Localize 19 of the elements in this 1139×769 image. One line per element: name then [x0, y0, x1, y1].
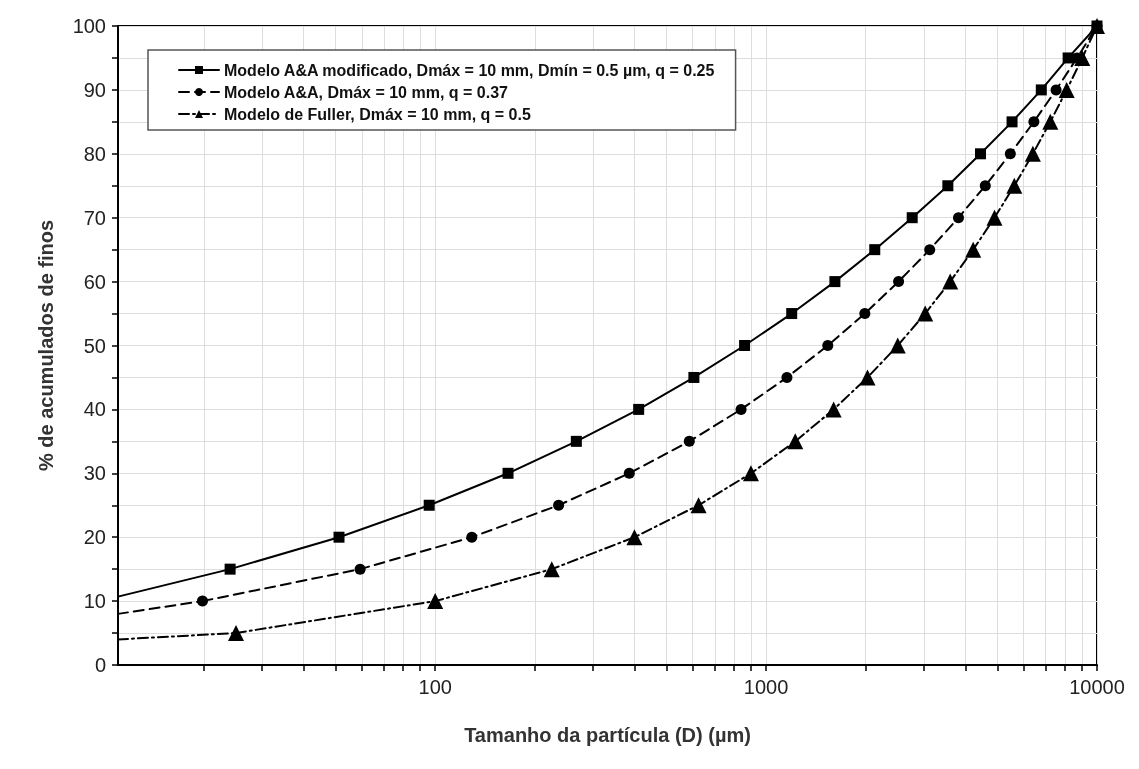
y-axis-title: % de acumulados de finos — [35, 219, 57, 472]
x-tick-label: 10000 — [1069, 676, 1125, 698]
x-axis-title: Tamanho da partícula (D) (µm) — [464, 724, 751, 746]
y-tick-label: 40 — [83, 398, 106, 421]
y-tick-label: 100 — [72, 15, 106, 37]
legend-label: Modelo de Fuller, Dmáx = 10 mm, q = 0.5 — [224, 105, 531, 123]
y-tick-label: 50 — [83, 334, 106, 357]
legend-label: Modelo A&A modificado, Dmáx = 10 mm, Dmín = 0.5 µm, q = 0.25 — [224, 61, 715, 79]
y-tick-label: 30 — [83, 462, 106, 485]
x-tick-label: 100 — [418, 676, 452, 698]
y-tick-label: 0 — [94, 654, 106, 676]
y-tick-label: 10 — [83, 590, 106, 613]
x-tick-label: 1000 — [743, 676, 789, 698]
y-tick-label: 20 — [83, 526, 106, 549]
y-tick-label: 90 — [83, 78, 106, 101]
y-tick-label: 60 — [83, 270, 106, 293]
y-tick-label: 70 — [83, 206, 106, 229]
y-tick-label: 80 — [83, 142, 106, 165]
legend-label: Modelo A&A, Dmáx = 10 mm, q = 0.37 — [224, 83, 509, 101]
